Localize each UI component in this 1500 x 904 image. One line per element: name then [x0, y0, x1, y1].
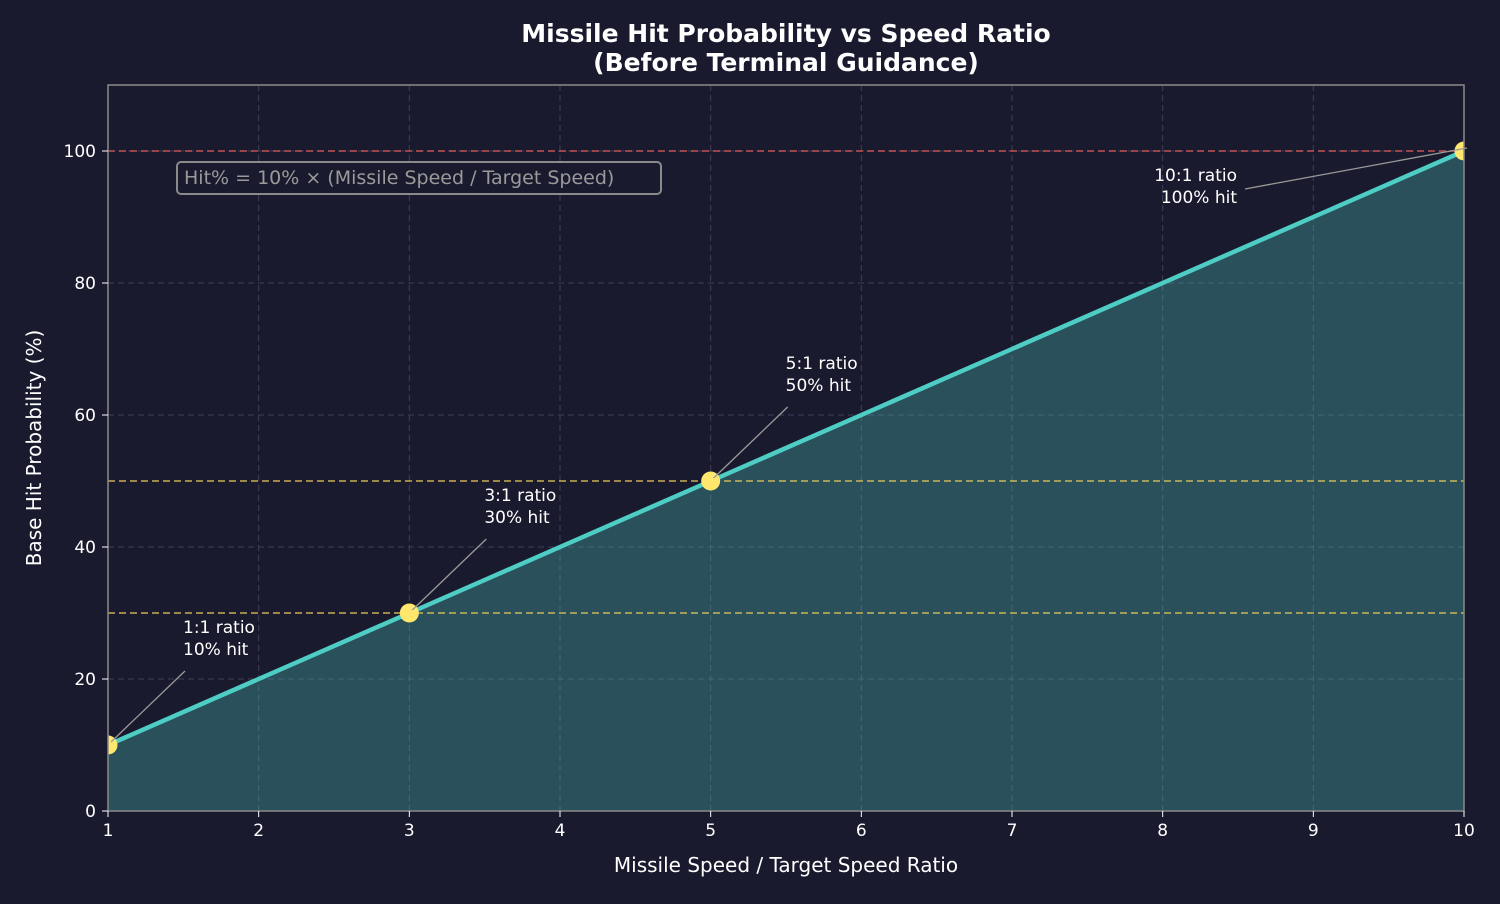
y-tick-label: 40 [74, 538, 96, 558]
x-tick-label: 3 [404, 821, 415, 841]
x-tick-label: 6 [856, 821, 867, 841]
x-tick-label: 9 [1308, 821, 1319, 841]
series-line [108, 148, 1464, 748]
x-tick-label: 2 [253, 821, 264, 841]
annotation-label: 30% hit [484, 508, 550, 528]
formula-box [176, 161, 662, 195]
y-tick-label: 60 [74, 406, 96, 426]
chart-title: Missile Hit Probability vs Speed Ratio [521, 19, 1050, 48]
formula-text: Hit% = 10% × (Missile Speed / Target Spe… [184, 167, 614, 189]
annotation-label: 3:1 ratio [484, 486, 556, 506]
annotation-label: 50% hit [786, 376, 852, 396]
y-tick-label: 0 [85, 802, 96, 822]
annotation-label: 100% hit [1161, 188, 1238, 208]
x-tick-label: 8 [1157, 821, 1168, 841]
annotation-arrow [411, 538, 487, 611]
axes-frame [107, 84, 1465, 812]
x-tick-label: 7 [1007, 821, 1018, 841]
y-axis-label: Base Hit Probability (%) [22, 330, 46, 567]
x-tick-label: 5 [705, 821, 716, 841]
x-tick-label: 4 [555, 821, 566, 841]
annotation-label: 10% hit [183, 640, 249, 660]
data-point [1454, 141, 1464, 161]
x-tick-label: 1 [103, 821, 114, 841]
y-tick-label: 20 [74, 670, 96, 690]
plot-clip-group [108, 141, 1464, 811]
chart-subtitle: (Before Terminal Guidance) [593, 48, 979, 77]
x-axis-label: Missile Speed / Target Speed Ratio [614, 853, 958, 877]
annotation-label: 10:1 ratio [1154, 166, 1237, 186]
y-tick-label: 100 [64, 142, 96, 162]
annotation-arrow [110, 670, 186, 743]
y-tick-label: 80 [74, 274, 96, 294]
data-point [108, 735, 118, 755]
annotation-arrow [713, 406, 789, 479]
annotation-arrow [1244, 147, 1468, 190]
annotation-label: 5:1 ratio [786, 354, 858, 374]
annotation-label: 1:1 ratio [183, 618, 255, 638]
x-tick-label: 10 [1453, 821, 1475, 841]
